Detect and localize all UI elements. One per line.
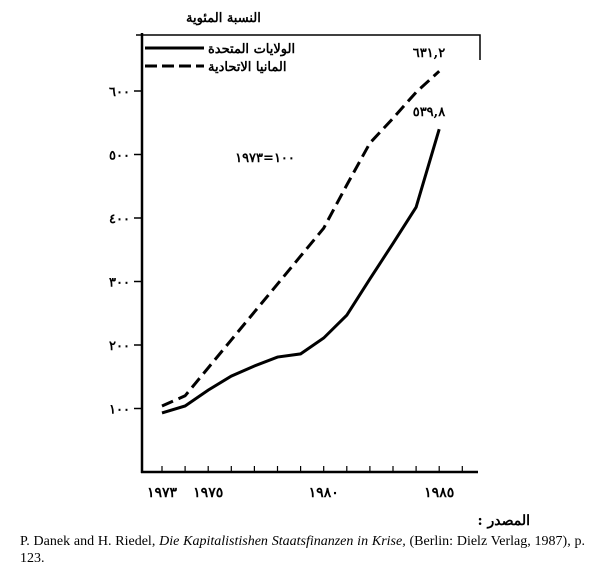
line-chart: النسبة المئوية ١٠٠ ٢٠٠ ٣٠٠ ٤٠٠ ٥٠٠ ٦٠٠ ١٩٧٣ ١٩٧٥…	[109, 11, 481, 501]
y-tick-label: ٥٠٠	[109, 149, 130, 164]
y-axis-title: النسبة المئوية	[186, 11, 261, 26]
legend-label: المانيا الاتحادية	[208, 60, 286, 75]
legend-label: الولايات المتحدة	[208, 42, 295, 57]
y-tick-label: ١٠٠	[109, 403, 130, 418]
x-tick-label: ١٩٧٣	[147, 485, 178, 501]
x-tick-label: ١٩٨٥	[424, 485, 454, 501]
base-year-annotation: ١٠٠=١٩٧٣	[235, 151, 295, 166]
y-tick-label: ٣٠٠	[109, 276, 130, 291]
source-publisher: (Berlin: Dielz Verlag, 1987), p. 123.	[20, 534, 585, 566]
end-value-label: ٥٣٩,٨	[413, 105, 446, 120]
y-tick-label: ٢٠٠	[109, 339, 130, 354]
source-label: المصدر :	[477, 513, 530, 529]
y-tick-label: ٦٠٠	[109, 85, 130, 100]
x-tick-label: ١٩٧٥	[193, 485, 223, 501]
y-tick-label: ٤٠٠	[109, 212, 130, 227]
series-line-us	[161, 128, 441, 415]
source-authors: P. Danek and H. Riedel,	[20, 534, 160, 549]
frame-top	[136, 34, 481, 60]
source-citation: P. Danek and H. Riedel, Die Kapitalistis…	[20, 533, 585, 567]
end-value-label: ٦٣١,٢	[413, 46, 445, 61]
source-title: Die Kapitalistishen Staatsfinanzen in Kr…	[159, 534, 406, 549]
x-tick-label: ١٩٨٠	[309, 485, 339, 501]
